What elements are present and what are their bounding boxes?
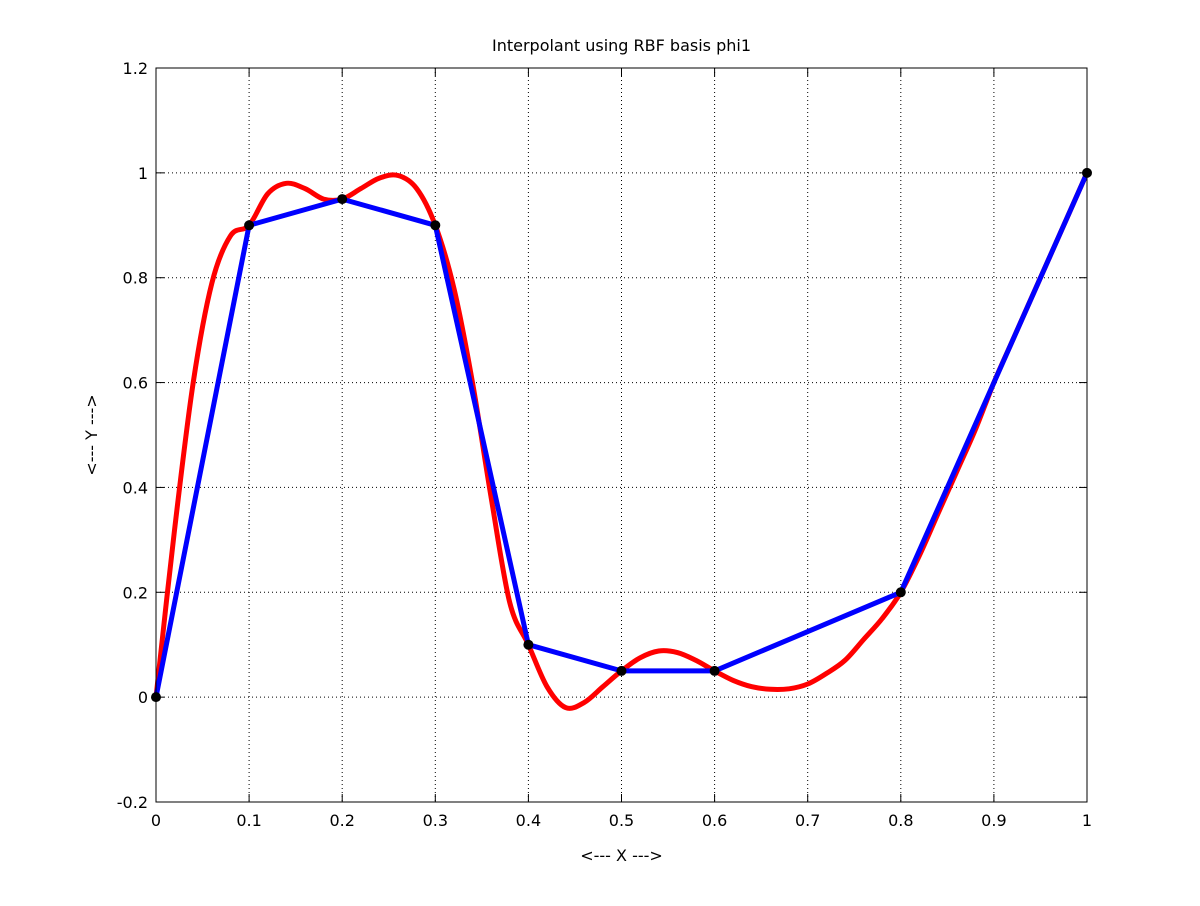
x-tick-label: 0.2	[329, 811, 354, 830]
x-tick-label: 1	[1082, 811, 1092, 830]
y-tick-label: 1	[138, 164, 148, 183]
y-axis-title: <--- Y --->	[82, 394, 101, 475]
x-tick-label: 0.7	[795, 811, 820, 830]
data-point-marker	[337, 194, 348, 205]
y-tick-label: 0.2	[123, 583, 148, 602]
y-tick-label: 0.6	[123, 374, 148, 393]
x-tick-label: 0.3	[423, 811, 448, 830]
data-point-marker	[709, 665, 720, 676]
x-tick-label: 0.8	[888, 811, 913, 830]
ticks	[155, 67, 1088, 803]
x-tick-label: 0	[151, 811, 161, 830]
y-tick-label: -0.2	[117, 793, 148, 812]
y-tick-label: 1.2	[123, 59, 148, 78]
y-tick-label: 0.8	[123, 269, 148, 288]
y-tick-label: 0	[138, 688, 148, 707]
data-point-marker	[523, 639, 534, 650]
chart-title: Interpolant using RBF basis phi1	[492, 36, 751, 55]
x-tick-label: 0.6	[702, 811, 727, 830]
x-tick-label: 0.1	[236, 811, 261, 830]
x-tick-label: 0.9	[981, 811, 1006, 830]
data-point-marker	[430, 220, 441, 231]
x-tick-label: 0.4	[516, 811, 541, 830]
data-point-marker	[895, 587, 906, 598]
data-point-marker	[616, 665, 627, 676]
tick-labels: 0 0.1 0.2 0.3 0.4 0.5 0.6 0.7 0.8 0.9 1-0.200.20.4…	[117, 59, 1092, 830]
data-point-marker	[244, 220, 255, 231]
y-tick-label: 0.4	[123, 478, 148, 497]
x-tick-label: 0.5	[609, 811, 634, 830]
x-axis-title: <--- X --->	[580, 846, 663, 865]
series-layer	[151, 167, 1092, 711]
